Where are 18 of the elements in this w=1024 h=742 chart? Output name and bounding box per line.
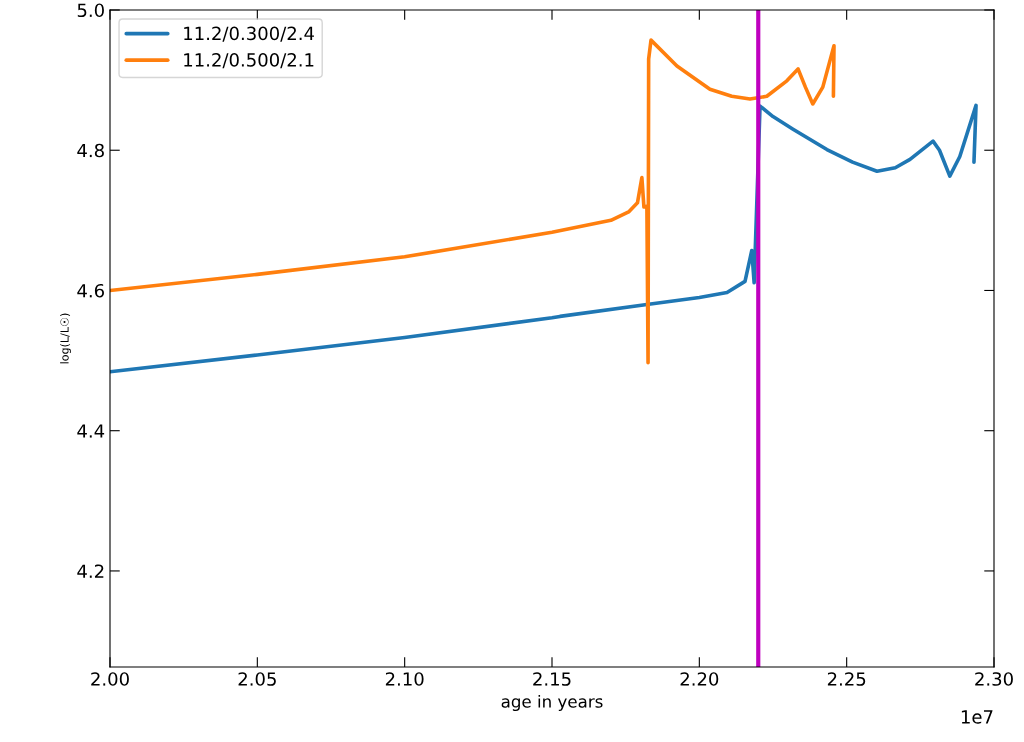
text: 1e7 xyxy=(961,710,993,724)
legend-label: 11.2/0.300/2.4 xyxy=(184,26,314,42)
line-series xyxy=(110,103,978,374)
x-tick-label: 2.20 xyxy=(680,672,719,686)
y-tick-label: 4.8 xyxy=(77,143,104,158)
y-tick-label: 4.6 xyxy=(77,283,104,298)
x-tick-label: 2.05 xyxy=(238,672,276,686)
y-tick-label: 4.4 xyxy=(77,424,105,438)
x-tick-label: 2.25 xyxy=(827,672,866,686)
y-axis-title: log(L/L☉) xyxy=(60,313,71,364)
x-tick-label: 2.10 xyxy=(385,672,424,686)
x-axis-title: age in years xyxy=(501,694,603,712)
x-tick-label: 2.00 xyxy=(91,672,129,686)
x-tick-label: 2.15 xyxy=(533,672,571,686)
y-tick-label: 5.0 xyxy=(77,3,104,18)
y-tick-label: 4.2 xyxy=(77,564,104,578)
legend-label: 11.2/0.500/2.1 xyxy=(184,53,314,69)
x-tick-label: 2.30 xyxy=(975,672,1013,686)
